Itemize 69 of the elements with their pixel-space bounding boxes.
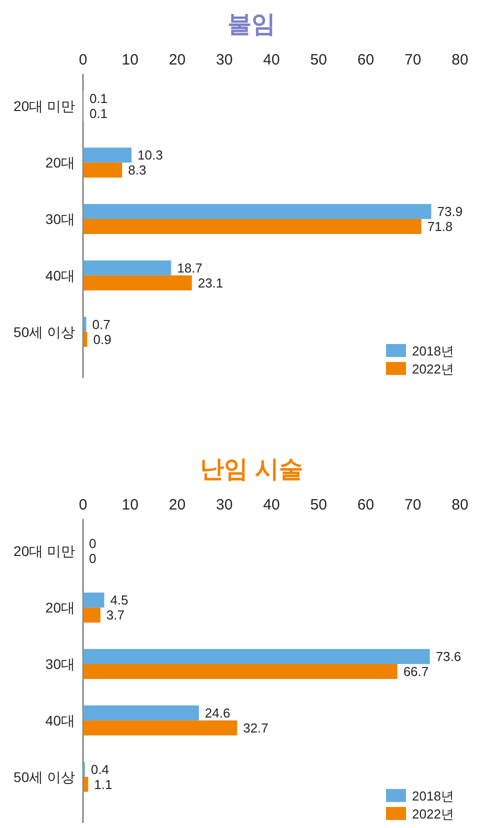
x-tick-label: 40 bbox=[263, 496, 280, 514]
data-label: 0.4 bbox=[90, 762, 109, 777]
x-tick-label: 30 bbox=[216, 496, 233, 514]
y-tick-label: 40대 bbox=[45, 712, 75, 728]
bar bbox=[83, 148, 132, 163]
data-label: 8.3 bbox=[128, 162, 146, 178]
data-label: 0.7 bbox=[92, 316, 110, 332]
bar bbox=[83, 608, 100, 623]
bar bbox=[83, 260, 172, 276]
y-tick-label: 20대 미만 bbox=[14, 543, 75, 560]
x-tick-label: 70 bbox=[404, 52, 422, 68]
data-label: 0 bbox=[89, 536, 96, 552]
y-tick-label: 30대 bbox=[45, 211, 75, 227]
chart-title: 난임 시술 bbox=[200, 456, 303, 483]
x-tick-label: 0 bbox=[78, 496, 88, 514]
data-label: 73.6 bbox=[436, 649, 462, 664]
data-label: 18.7 bbox=[177, 260, 202, 276]
y-tick-label: 20대 미만 bbox=[14, 98, 75, 114]
x-tick-label: 60 bbox=[357, 496, 374, 514]
y-tick-label: 30대 bbox=[45, 656, 75, 672]
data-label: 32.7 bbox=[243, 720, 268, 736]
y-tick-label: 50세 이상 bbox=[14, 324, 75, 340]
data-label: 3.7 bbox=[106, 608, 125, 623]
x-tick-label: 80 bbox=[452, 496, 468, 514]
data-label: 1.1 bbox=[94, 776, 112, 792]
legend-label: 2018년 bbox=[412, 788, 454, 804]
x-tick-label: 50 bbox=[310, 52, 327, 68]
x-tick-label: 80 bbox=[452, 52, 468, 68]
bar bbox=[83, 204, 432, 219]
data-label: 4.5 bbox=[110, 592, 128, 608]
bar bbox=[83, 316, 86, 332]
x-tick-label: 50 bbox=[310, 496, 327, 514]
bar bbox=[83, 720, 238, 736]
data-label: 0 bbox=[89, 551, 96, 566]
bar bbox=[83, 275, 192, 290]
x-tick-label: 0 bbox=[78, 52, 88, 68]
data-label: 66.7 bbox=[403, 664, 429, 679]
y-tick-label: 50세 이상 bbox=[14, 768, 75, 785]
data-label: 0.1 bbox=[89, 106, 108, 122]
bar bbox=[83, 664, 398, 679]
data-label: 0.9 bbox=[93, 332, 112, 347]
chart-title: 불임 bbox=[228, 11, 276, 38]
bar bbox=[83, 649, 430, 664]
x-tick-label: 60 bbox=[357, 52, 374, 68]
x-tick-label: 40 bbox=[263, 52, 280, 68]
data-label: 10.3 bbox=[138, 148, 163, 163]
legend-label: 2022년 bbox=[412, 362, 454, 376]
bar bbox=[83, 219, 422, 234]
data-label: 71.8 bbox=[427, 219, 453, 234]
bar bbox=[83, 332, 88, 347]
x-tick-label: 10 bbox=[122, 496, 138, 514]
y-tick-label: 40대 bbox=[45, 267, 75, 284]
bar bbox=[83, 705, 199, 720]
data-label: 23.1 bbox=[198, 275, 224, 290]
legend-label: 2022년 bbox=[412, 806, 454, 822]
x-tick-label: 20 bbox=[168, 496, 186, 514]
y-tick-label: 20대 bbox=[45, 600, 75, 616]
data-label: 0.1 bbox=[89, 91, 108, 106]
bar bbox=[83, 162, 122, 178]
x-tick-label: 70 bbox=[404, 496, 422, 514]
bar bbox=[83, 592, 104, 608]
x-tick-label: 20 bbox=[168, 52, 186, 68]
x-tick-label: 10 bbox=[122, 52, 138, 68]
y-tick-label: 20대 bbox=[45, 154, 75, 171]
data-label: 73.9 bbox=[437, 204, 463, 219]
x-tick-label: 30 bbox=[216, 52, 233, 68]
data-label: 24.6 bbox=[204, 705, 230, 720]
bar bbox=[83, 776, 88, 792]
legend-label: 2018년 bbox=[412, 344, 454, 358]
